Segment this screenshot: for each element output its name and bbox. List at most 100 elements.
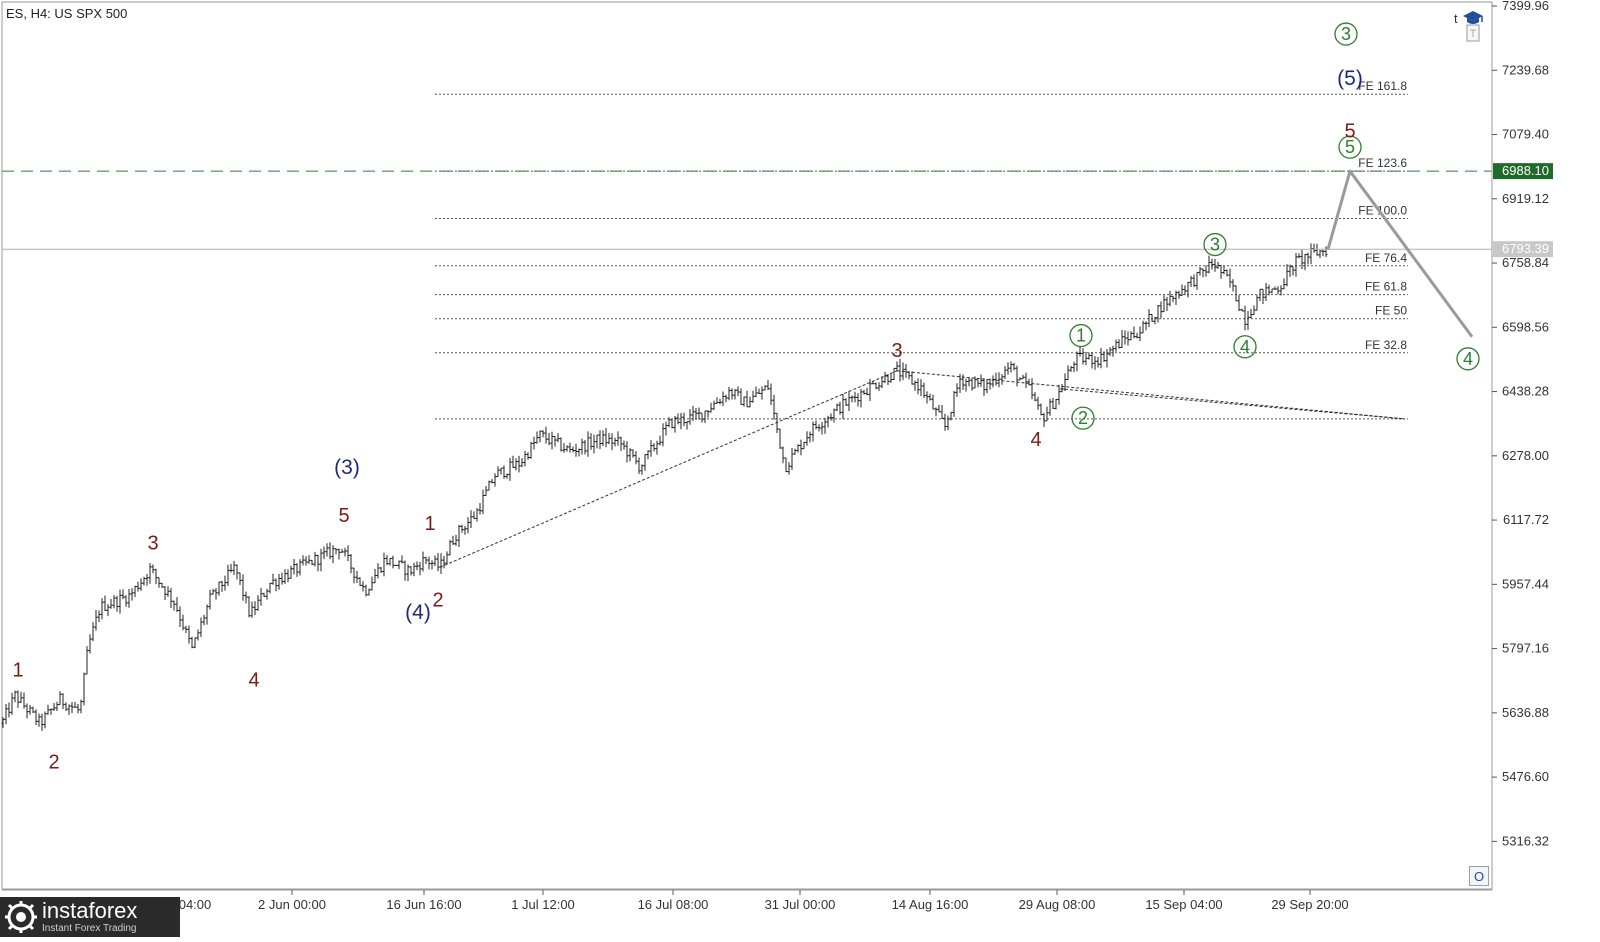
ohlc-bar	[544, 426, 548, 444]
ohlc-bar	[1141, 320, 1145, 334]
chart-title: ES, H4: US SPX 500	[6, 6, 127, 21]
y-tick-label: 6919.12	[1502, 191, 1549, 206]
ohlc-bar	[1000, 374, 1004, 385]
ohlc-bar	[595, 434, 599, 449]
y-tick-label: 6758.84	[1502, 255, 1549, 270]
wave-label: 3	[891, 340, 902, 362]
ohlc-bar	[433, 555, 437, 566]
ohlc-bar	[775, 412, 779, 433]
ohlc-bar	[673, 415, 677, 433]
ohlc-bar	[1087, 352, 1091, 360]
ohlc-bar	[397, 560, 401, 570]
y-tick-label: 6438.28	[1502, 384, 1549, 399]
ohlc-bar	[913, 380, 917, 391]
fib-level-label: FE 123.6	[1358, 156, 1407, 170]
ohlc-bar	[430, 560, 434, 570]
wave-label-circle	[1456, 347, 1480, 371]
ohlc-bar	[31, 706, 35, 714]
ohlc-bar	[1072, 361, 1076, 373]
ohlc-bar	[1132, 326, 1136, 339]
ohlc-bar	[703, 410, 707, 424]
ohlc-bar	[886, 374, 890, 385]
ohlc-bar	[181, 614, 185, 631]
ohlc-bar	[10, 692, 14, 715]
graduation-cap-icon[interactable]	[1462, 8, 1484, 28]
ohlc-bar	[358, 577, 362, 586]
ohlc-bar	[85, 646, 89, 675]
ohlc-bar	[1144, 321, 1148, 331]
x-tick-label: 29 Aug 08:00	[1019, 897, 1096, 912]
ohlc-bar	[247, 596, 251, 618]
ohlc-bar	[955, 383, 959, 397]
ohlc-bar	[598, 430, 602, 450]
ohlc-bar	[253, 601, 257, 616]
ohlc-bar	[1066, 365, 1070, 381]
ohlc-bar	[271, 573, 275, 585]
ohlc-bar	[796, 444, 800, 453]
ohlc-bar	[559, 437, 563, 452]
ohlc-bar	[475, 508, 479, 522]
ohlc-bar	[454, 534, 458, 546]
ohlc-bar	[1216, 261, 1220, 269]
ohlc-bar	[1015, 365, 1019, 387]
ohlc-bar	[1204, 265, 1208, 277]
ohlc-bar	[1279, 285, 1283, 296]
ohlc-bar	[1237, 295, 1241, 311]
ohlc-bar	[652, 443, 656, 452]
ohlc-bar	[1120, 330, 1124, 349]
ohlc-bar	[712, 400, 716, 410]
ohlc-bar	[1102, 351, 1106, 363]
ohlc-bar	[715, 397, 719, 404]
ohlc-bar	[1117, 339, 1121, 349]
ohlc-bar	[655, 440, 659, 455]
ohlc-bar	[637, 457, 641, 474]
trendline	[896, 370, 1406, 420]
watermark-tagline: Instant Forex Trading	[42, 923, 137, 934]
ohlc-bar	[313, 551, 317, 567]
ohlc-bar	[139, 578, 143, 591]
ohlc-bar	[592, 434, 596, 454]
ohlc-bar	[1282, 278, 1286, 290]
ohlc-bar	[1009, 361, 1013, 373]
ohlc-bar	[553, 436, 557, 447]
ohlc-bar	[682, 412, 686, 427]
document-icon[interactable]	[1466, 24, 1480, 42]
ohlc-bar	[883, 371, 887, 383]
ohlc-bar	[112, 595, 116, 609]
ohlc-bar	[415, 561, 419, 571]
ohlc-bar	[1114, 339, 1118, 352]
ohlc-bar	[283, 569, 287, 584]
ohlc-bar	[835, 403, 839, 412]
ohlc-bar	[124, 595, 128, 607]
wave-label: (3)	[334, 456, 360, 479]
ohlc-bar	[109, 599, 113, 609]
ohlc-bar	[469, 510, 473, 528]
ohlc-bar	[517, 455, 521, 473]
ohlc-bar	[910, 371, 914, 385]
ohlc-bar	[1093, 356, 1097, 370]
toolbar-t-label[interactable]: t	[1454, 10, 1458, 26]
ohlc-bar	[280, 572, 284, 585]
ohlc-bar	[1291, 266, 1295, 276]
ohlc-bar	[463, 525, 467, 535]
ohlc-bar	[985, 379, 989, 394]
ohlc-bar	[565, 445, 569, 452]
ohlc-bar	[1024, 372, 1028, 388]
ohlc-bar	[406, 564, 410, 582]
ohlc-bar	[790, 447, 794, 470]
x-tick-label: 31 Jul 00:00	[765, 897, 836, 912]
ohlc-bar	[838, 401, 842, 415]
ohlc-bar	[340, 548, 344, 553]
ohlc-bar	[1165, 296, 1169, 311]
ohlc-bar	[1042, 412, 1046, 427]
ohlc-bar	[1021, 374, 1025, 380]
ohlc-bar	[52, 702, 56, 712]
ohlc-bar	[1276, 286, 1280, 295]
wave-label: 5	[1344, 120, 1355, 142]
ohlc-bar	[217, 581, 221, 596]
ohlc-bar	[382, 552, 386, 577]
instaforex-logo-icon	[5, 901, 37, 933]
corner-button[interactable]: O	[1469, 866, 1489, 886]
